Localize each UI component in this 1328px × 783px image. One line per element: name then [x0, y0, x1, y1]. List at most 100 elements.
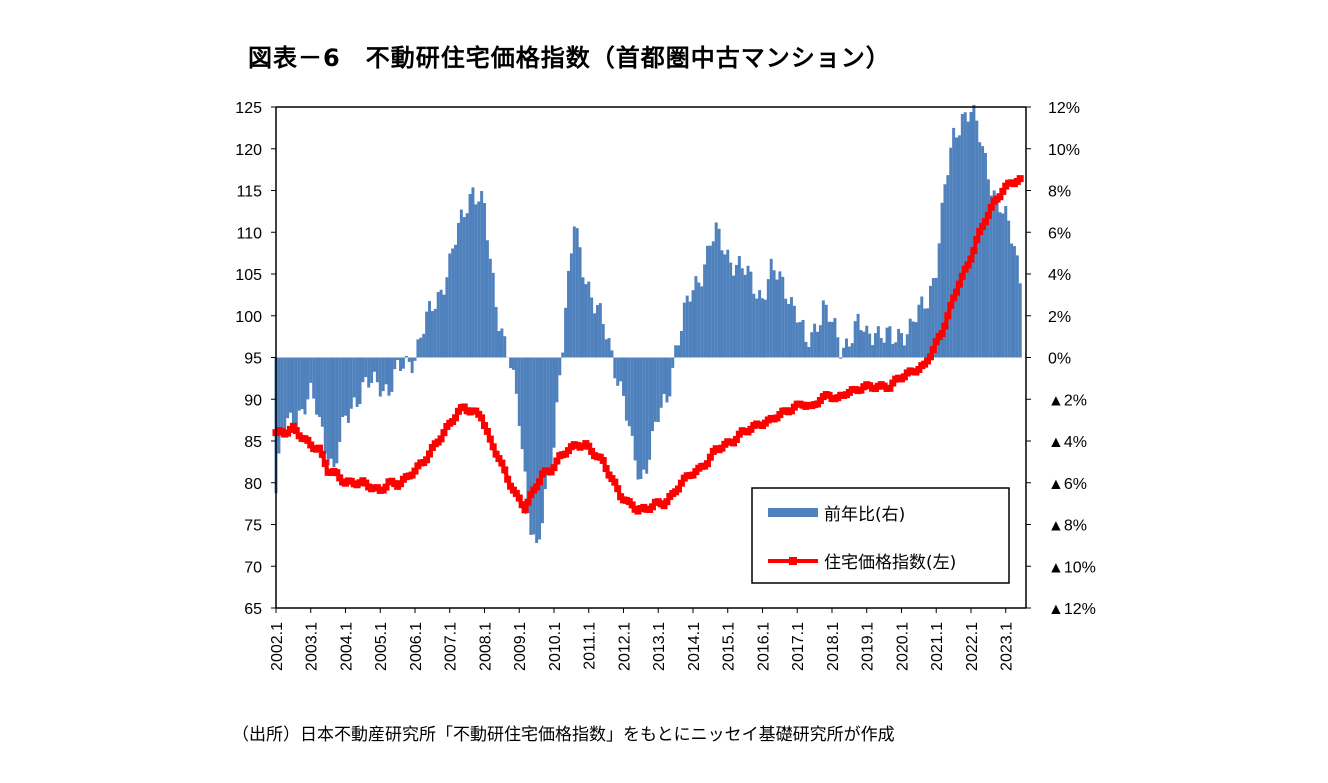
bar [758, 290, 762, 358]
bar [430, 311, 434, 358]
bar [396, 357, 400, 361]
line-marker [382, 483, 390, 491]
bar [349, 357, 353, 409]
line-marker [527, 491, 535, 499]
bar [682, 302, 686, 358]
bar [433, 308, 437, 358]
bar [981, 146, 985, 358]
bar [668, 357, 672, 397]
left-tick-label: 95 [244, 351, 262, 368]
line-marker [611, 478, 619, 486]
line-marker [984, 211, 992, 219]
bar [737, 256, 741, 358]
right-tick-label: ▲8% [1048, 518, 1087, 535]
bar [367, 357, 371, 388]
bar [986, 179, 990, 358]
bar [540, 357, 544, 524]
legend-label-bar: 前年比(右) [824, 505, 905, 525]
line-marker [747, 425, 755, 433]
bar [694, 276, 698, 358]
bar [538, 357, 542, 540]
bar [714, 222, 718, 358]
bar [729, 262, 733, 358]
bar [277, 357, 281, 454]
source-note: （出所）日本不動産研究所「不動研住宅価格指数」をもとにニッセイ基礎研究所が作成 [232, 725, 895, 745]
bar [827, 321, 831, 358]
bar [373, 357, 376, 372]
line-marker [547, 468, 555, 476]
line-marker [428, 444, 436, 452]
bar [755, 298, 759, 358]
bar [943, 184, 947, 358]
line-marker [492, 450, 500, 458]
bar [952, 127, 956, 358]
left-tick-label: 125 [235, 100, 262, 117]
bar [494, 306, 498, 358]
bar [598, 303, 602, 358]
legend-label-line: 住宅価格指数(左) [824, 553, 956, 573]
bar [717, 228, 721, 358]
bar [810, 332, 814, 358]
bar [509, 357, 513, 369]
line-marker [976, 228, 984, 236]
bar-series [274, 104, 1022, 543]
left-tick-label: 75 [244, 518, 262, 535]
bar [503, 336, 507, 358]
left-tick-label: 120 [235, 142, 262, 159]
line-marker [675, 485, 683, 493]
line-marker [970, 247, 978, 255]
bar [972, 104, 976, 358]
line-marker [518, 501, 526, 509]
bar [283, 357, 287, 436]
bar [995, 195, 999, 358]
line-marker [929, 346, 937, 354]
line-marker [944, 312, 952, 320]
bar [908, 318, 912, 358]
line-marker [495, 455, 503, 463]
bar [642, 357, 646, 470]
bar [601, 323, 605, 358]
line-marker [660, 502, 668, 510]
bar [818, 325, 822, 358]
line-marker [953, 288, 961, 296]
bar [517, 357, 521, 427]
bar [862, 331, 866, 358]
bar [315, 357, 319, 415]
bar [847, 346, 851, 358]
bar [393, 357, 397, 370]
bar [289, 357, 292, 413]
x-tick-label: 2006.1 [408, 622, 425, 671]
line-marker [889, 379, 897, 387]
bar [381, 357, 385, 392]
bar [613, 357, 617, 379]
line-marker [938, 330, 946, 338]
bar [1015, 255, 1019, 358]
bar [798, 321, 802, 358]
line-marker [480, 422, 488, 430]
line-marker [585, 442, 593, 450]
bar [734, 264, 738, 358]
line-marker [289, 422, 297, 430]
line-marker [397, 480, 405, 488]
right-tick-label: 4% [1048, 267, 1071, 284]
bar [821, 300, 825, 358]
bar [743, 274, 747, 358]
bar [587, 281, 591, 358]
bar [978, 142, 982, 358]
line-marker [408, 471, 416, 479]
x-tick-label: 2013.1 [651, 622, 668, 671]
line-marker [677, 479, 685, 487]
line-marker [512, 489, 520, 497]
bar [839, 357, 843, 359]
line-marker [504, 475, 512, 483]
bar [454, 244, 458, 358]
bar [726, 249, 730, 358]
bar [1004, 206, 1008, 358]
line-marker [588, 447, 596, 455]
bar [876, 326, 880, 358]
line-marker [599, 456, 607, 464]
bar [442, 294, 446, 358]
line-marker [663, 498, 671, 506]
bar [280, 357, 284, 437]
line-marker [553, 457, 561, 465]
